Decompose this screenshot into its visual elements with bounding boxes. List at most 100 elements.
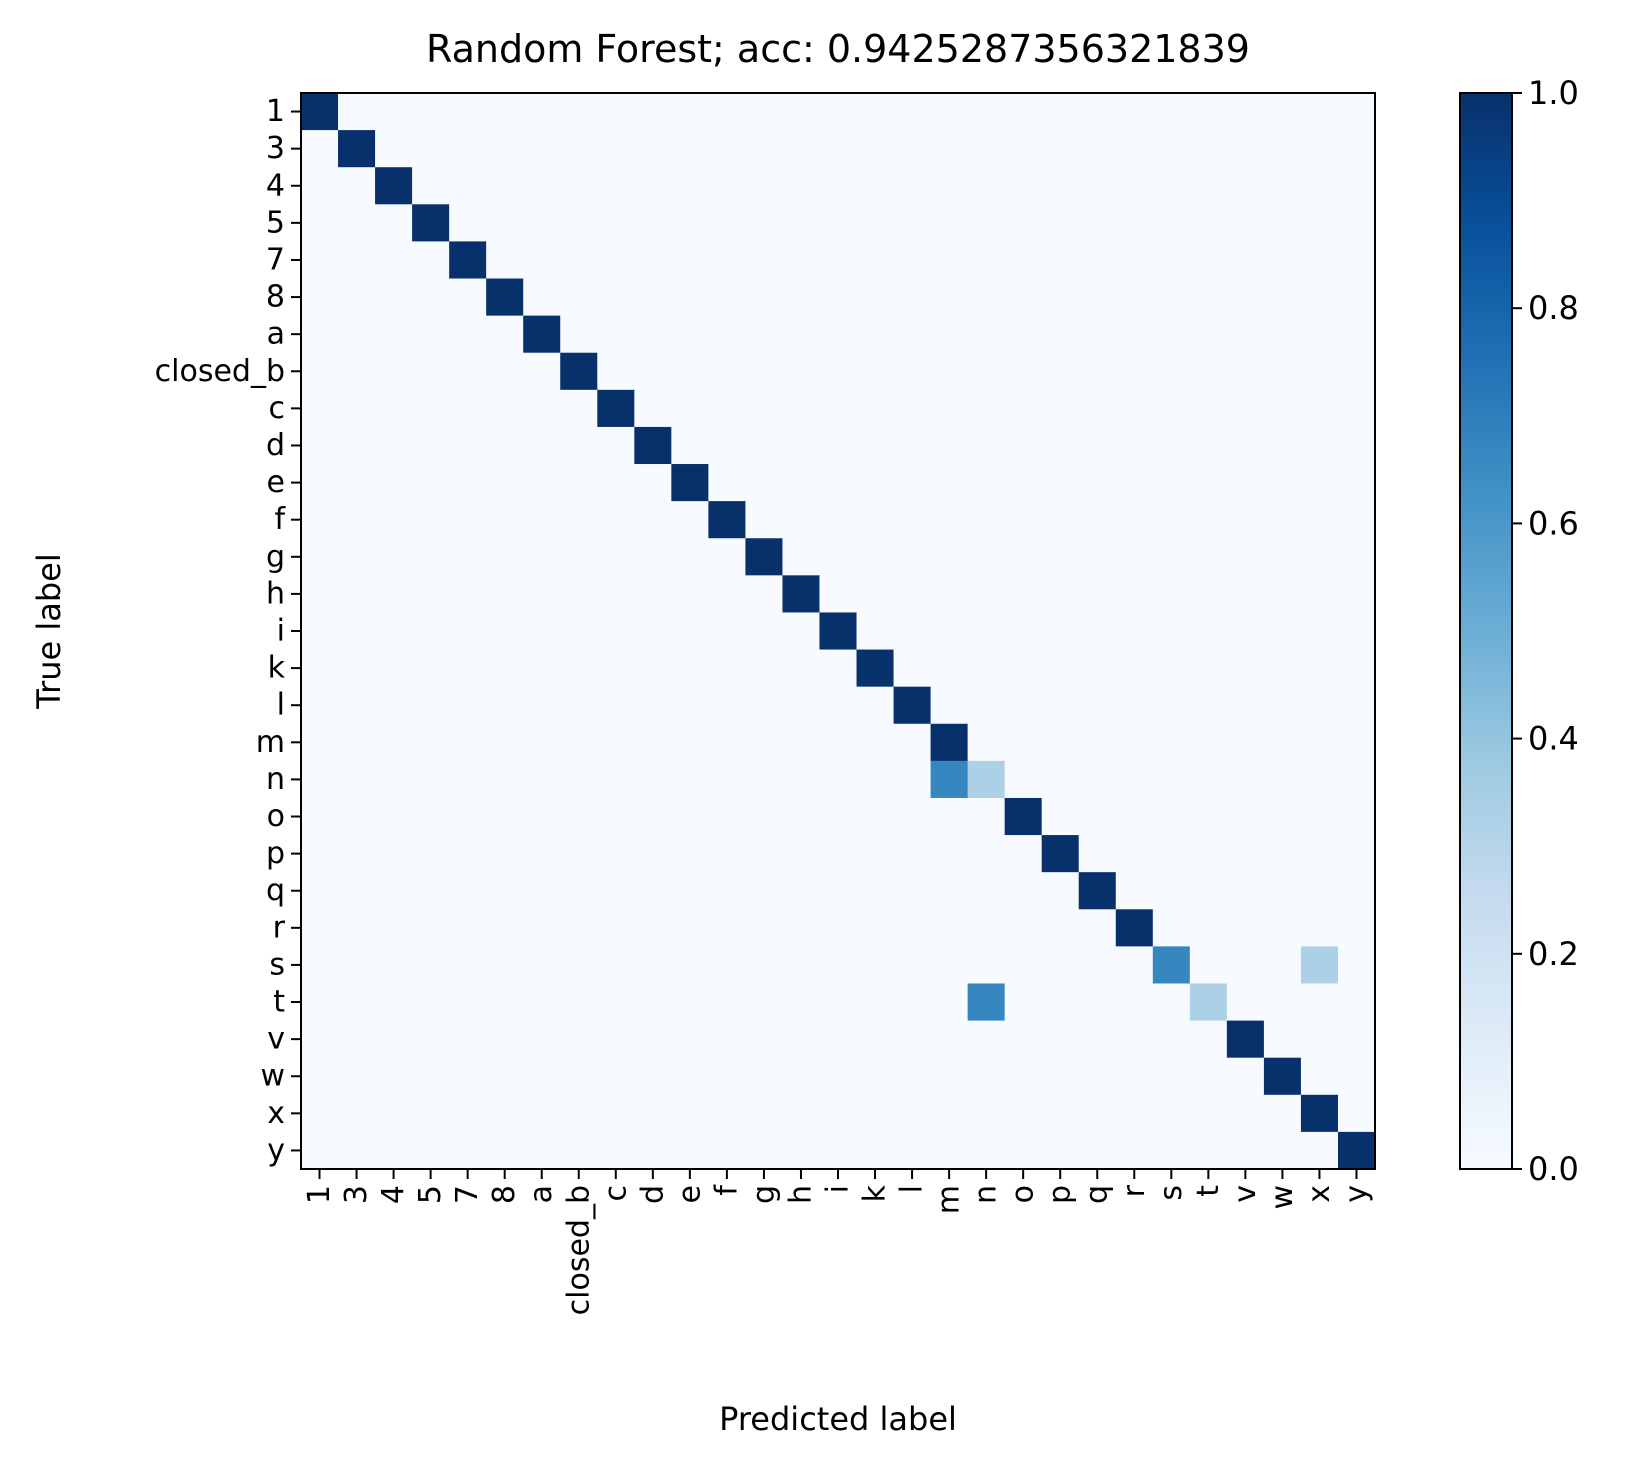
heatmap-cell-5-h	[782, 204, 821, 243]
heatmap-cells	[301, 93, 1376, 1170]
heatmap-cell-x-x	[1300, 1094, 1339, 1133]
heatmap-cell-v-a	[523, 1020, 561, 1059]
heatmap-cell-4-w	[1263, 167, 1302, 205]
heatmap-cell-r-n	[967, 909, 1006, 947]
heatmap-cell-q-m	[930, 872, 969, 910]
heatmap-cell-a-v	[1226, 315, 1265, 354]
heatmap-cell-g-p	[1041, 538, 1080, 576]
heatmap-cell-d-l	[893, 426, 932, 465]
heatmap-cell-closed_b-w	[1263, 352, 1302, 391]
heatmap-cell-n-l	[893, 760, 932, 799]
heatmap-cell-v-7	[449, 1020, 487, 1059]
heatmap-cell-1-l	[893, 93, 932, 131]
heatmap-cell-3-m	[930, 130, 969, 168]
heatmap-cell-f-1	[301, 501, 339, 539]
heatmap-cell-3-v	[1226, 130, 1265, 168]
y-tick-label: w	[260, 1059, 285, 1094]
heatmap-cell-c-4	[375, 389, 413, 428]
heatmap-cell-4-8	[486, 167, 524, 205]
heatmap-cell-8-l	[893, 278, 932, 317]
heatmap-cell-x-4	[375, 1094, 413, 1133]
heatmap-cell-closed_b-4	[375, 352, 413, 391]
heatmap-cell-h-closed_b	[560, 575, 598, 614]
heatmap-cell-s-4	[375, 946, 413, 985]
heatmap-cell-p-p	[1041, 835, 1080, 873]
heatmap-cell-g-7	[449, 538, 487, 576]
heatmap-cell-7-g	[745, 241, 784, 280]
heatmap-cell-v-v	[1226, 1020, 1265, 1059]
x-tick-label: p	[1043, 1185, 1078, 1204]
heatmap-cell-7-closed_b	[560, 241, 598, 280]
heatmap-cell-l-h	[782, 686, 821, 725]
heatmap-cell-r-y	[1337, 909, 1376, 947]
heatmap-cell-s-i	[819, 946, 858, 985]
heatmap-cell-r-v	[1226, 909, 1265, 947]
heatmap-cell-d-t	[1189, 426, 1228, 465]
heatmap-cell-f-5	[412, 501, 450, 539]
heatmap-cell-3-l	[893, 130, 932, 168]
heatmap-cell-e-n	[967, 464, 1006, 502]
heatmap-cell-closed_b-g	[745, 352, 784, 391]
heatmap-cell-t-v	[1226, 983, 1265, 1022]
y-tick-label: closed_b	[155, 354, 285, 389]
heatmap-cell-o-g	[745, 797, 784, 836]
heatmap-cell-r-a	[523, 909, 561, 947]
heatmap-cell-1-1	[301, 93, 339, 131]
heatmap-cell-n-c	[597, 760, 635, 799]
x-tick-label: 1	[302, 1185, 337, 1204]
heatmap-cell-e-8	[486, 464, 524, 502]
heatmap-cell-v-1	[301, 1020, 339, 1059]
heatmap-cell-y-8	[486, 1131, 524, 1170]
heatmap-cell-y-g	[745, 1131, 784, 1170]
heatmap-cell-closed_b-f	[708, 352, 747, 391]
heatmap-cell-7-m	[930, 241, 969, 280]
heatmap-cell-v-s	[1152, 1020, 1191, 1059]
x-tick-label: e	[672, 1185, 707, 1203]
heatmap-cell-7-r	[1115, 241, 1154, 280]
x-tick-label: x	[1302, 1185, 1337, 1203]
heatmap-cell-c-t	[1189, 389, 1228, 428]
heatmap-cell-8-g	[745, 278, 784, 317]
y-tick-label: v	[267, 1022, 285, 1057]
heatmap-cell-t-8	[486, 983, 524, 1022]
heatmap-cell-l-r	[1115, 686, 1154, 725]
heatmap-cell-w-x	[1300, 1057, 1339, 1096]
heatmap-cell-a-r	[1115, 315, 1154, 354]
heatmap-cell-1-v	[1226, 93, 1265, 131]
heatmap-cell-k-q	[1078, 649, 1117, 688]
heatmap-cell-r-m	[930, 909, 969, 947]
heatmap-cell-q-w	[1263, 872, 1302, 910]
heatmap-cell-1-h	[782, 93, 821, 131]
heatmap-cell-8-h	[782, 278, 821, 317]
heatmap-cell-y-r	[1115, 1131, 1154, 1170]
heatmap-cell-l-4	[375, 686, 413, 725]
heatmap-cell-y-i	[819, 1131, 858, 1170]
heatmap-cell-8-s	[1152, 278, 1191, 317]
heatmap-cell-1-closed_b	[560, 93, 598, 131]
heatmap-cell-m-8	[486, 723, 524, 762]
heatmap-cell-s-l	[893, 946, 932, 985]
heatmap-cell-g-q	[1078, 538, 1117, 576]
heatmap-cell-c-q	[1078, 389, 1117, 428]
heatmap-cell-m-d	[634, 723, 672, 762]
heatmap-cell-c-x	[1300, 389, 1339, 428]
heatmap-cell-5-f	[708, 204, 747, 243]
heatmap-cell-k-n	[967, 649, 1006, 688]
heatmap-cell-5-s	[1152, 204, 1191, 243]
y-tick-label: s	[269, 947, 285, 982]
heatmap-cell-4-m	[930, 167, 969, 205]
heatmap-cell-m-w	[1263, 723, 1302, 762]
heatmap-cell-8-y	[1337, 278, 1376, 317]
heatmap-cell-n-x	[1300, 760, 1339, 799]
x-tick-label: w	[1265, 1185, 1300, 1210]
heatmap-cell-y-m	[930, 1131, 969, 1170]
x-tick-label: a	[524, 1185, 559, 1203]
heatmap-cell-t-h	[782, 983, 821, 1022]
heatmap-cell-g-t	[1189, 538, 1228, 576]
heatmap-cell-w-3	[338, 1057, 376, 1096]
heatmap-cell-x-7	[449, 1094, 487, 1133]
heatmap-cell-k-f	[708, 649, 747, 688]
y-tick-label: k	[268, 651, 286, 686]
heatmap-cell-5-p	[1041, 204, 1080, 243]
heatmap-cell-i-g	[745, 612, 784, 651]
